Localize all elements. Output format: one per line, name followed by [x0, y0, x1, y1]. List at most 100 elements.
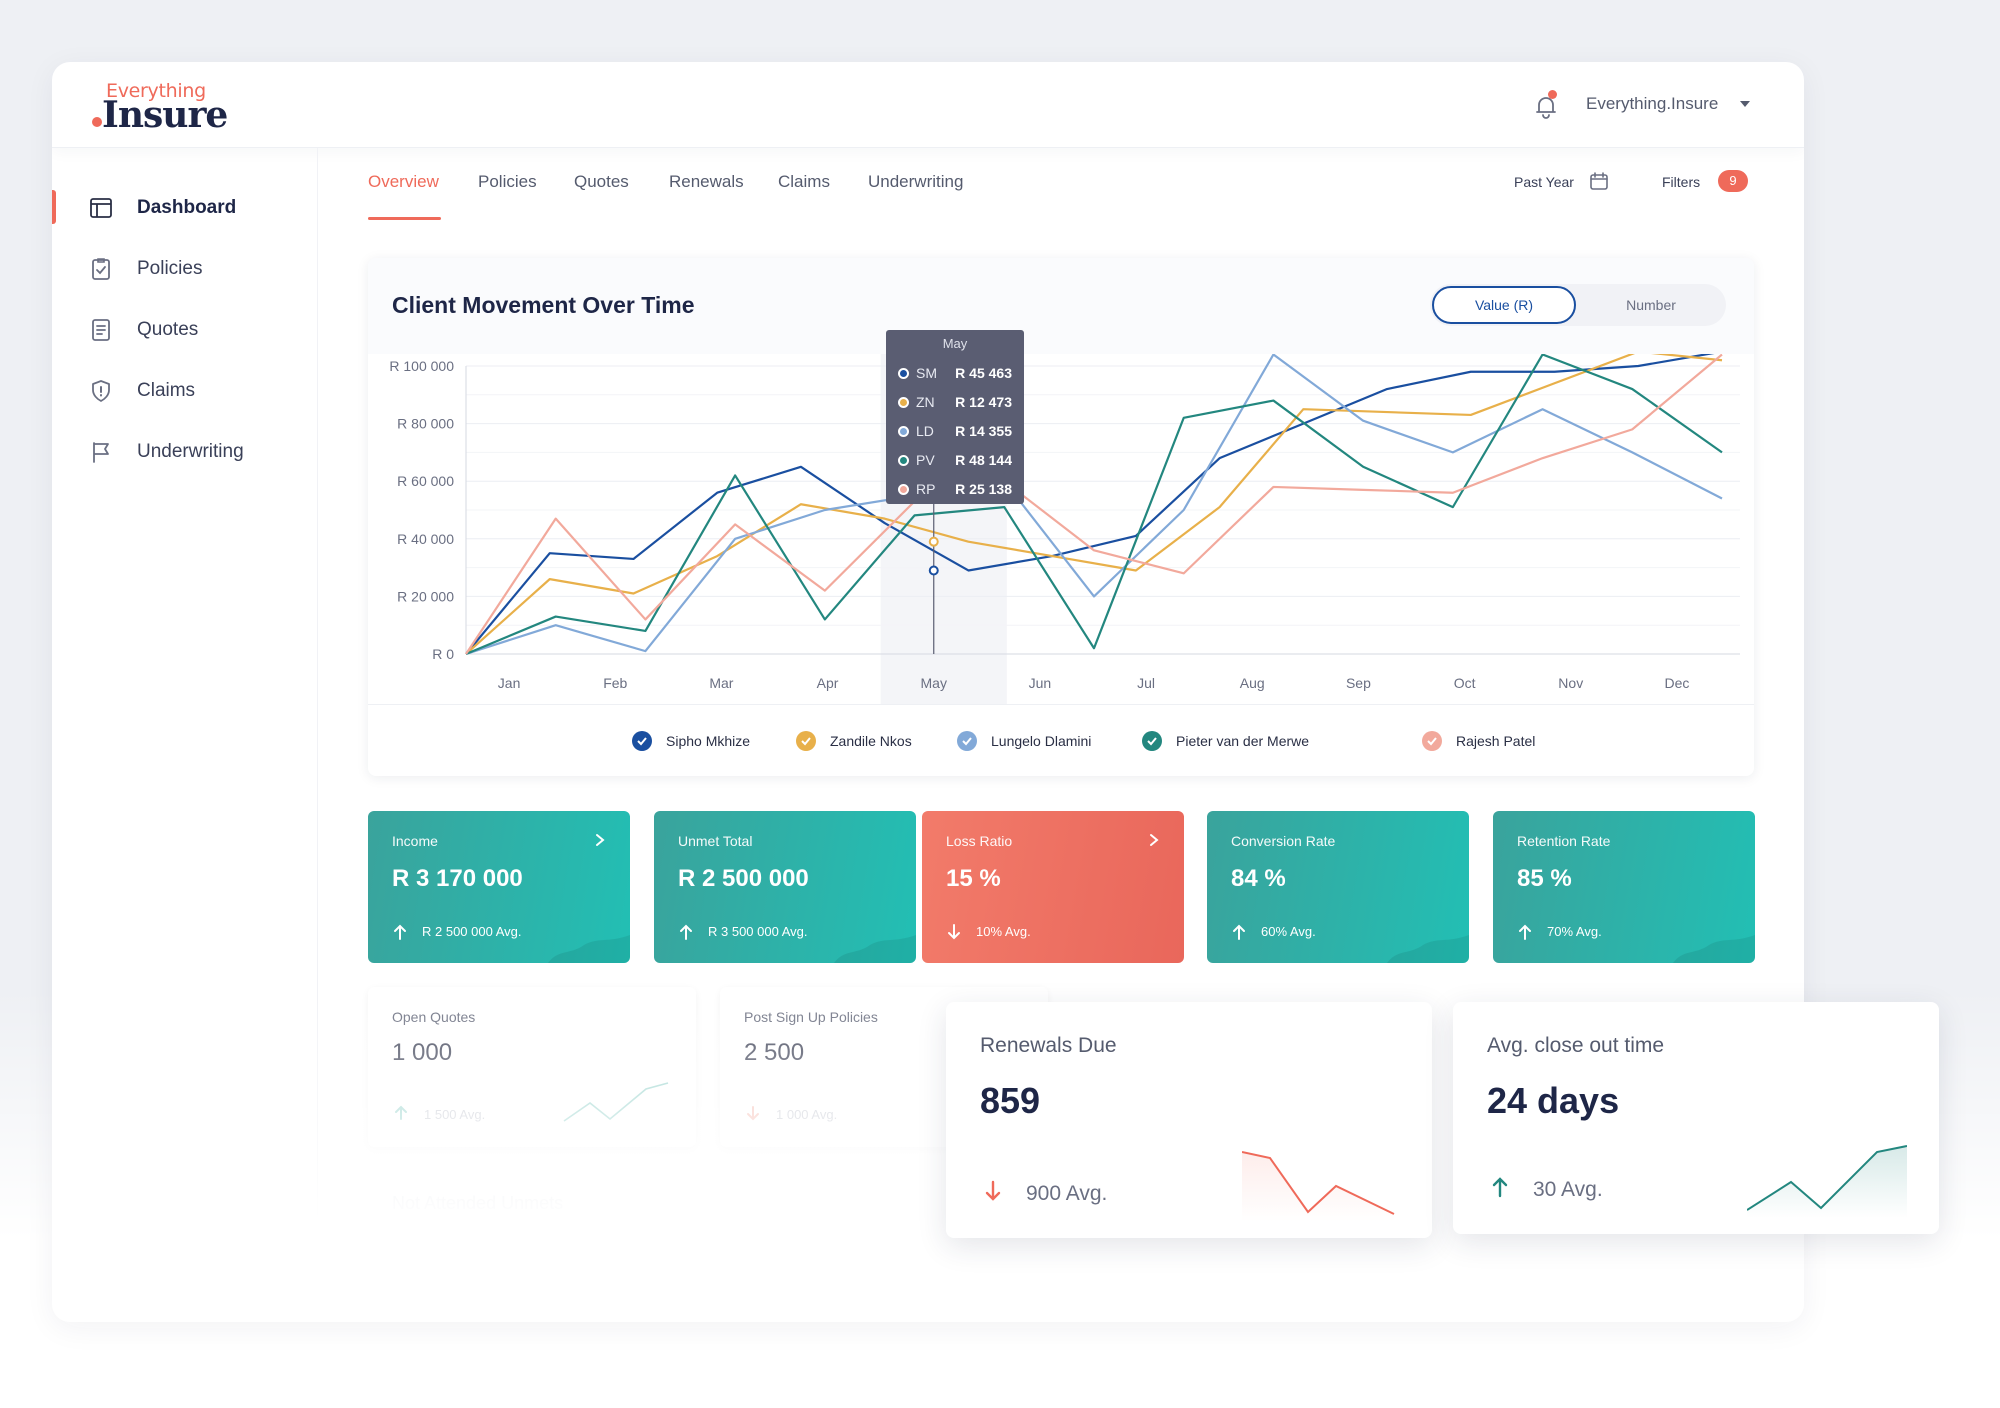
series-dot-icon [898, 455, 909, 466]
arrow-down-icon [747, 1106, 759, 1121]
kpi-average: R 2 500 000 Avg. [422, 924, 522, 939]
series-dot-icon [898, 368, 909, 379]
kpi-card-conversion-rate[interactable]: Conversion Rate 84 % 60% Avg. [1207, 811, 1469, 963]
y-tick-label: R 100 000 [389, 358, 454, 374]
x-tick-label: Feb [603, 675, 627, 691]
document-lines-icon [92, 319, 110, 341]
kpi-card-unmet-total[interactable]: Unmet Total R 2 500 000 R 3 500 000 Avg. [654, 811, 916, 963]
y-tick-label: R 20 000 [397, 588, 454, 604]
chevron-down-icon[interactable] [1740, 101, 1750, 107]
mini-card-value: 2 500 [744, 1039, 805, 1066]
tooltip-value: R 14 355 [955, 423, 1012, 439]
arrow-down-icon [985, 1180, 1001, 1201]
kpi-average: 60% Avg. [1261, 924, 1316, 939]
sidebar-item-quotes[interactable]: Quotes [52, 306, 318, 354]
tooltip-value: R 12 473 [955, 394, 1012, 410]
tooltip-month: May [942, 336, 968, 351]
renewals-due-card[interactable]: Renewals Due 859 900 Avg. [946, 1002, 1432, 1238]
decorative-wave [548, 935, 630, 963]
tab-claims[interactable]: Claims [778, 172, 830, 191]
kpi-value: R 3 170 000 [392, 865, 523, 892]
mini-card-average: 1 500 Avg. [424, 1107, 486, 1122]
arrow-up-icon [395, 1105, 407, 1120]
tab-policies[interactable]: Policies [478, 172, 537, 191]
kpi-card-income[interactable]: Income R 3 170 000 R 2 500 000 Avg. [368, 811, 630, 963]
legend-item-lungelo[interactable]: Lungelo Dlamini [957, 731, 1091, 751]
chevron-right-icon[interactable] [594, 833, 606, 847]
series-dot-icon [898, 397, 909, 408]
y-tick-label: R 40 000 [397, 531, 454, 547]
line-chart[interactable]: R 0 R 20 000 R 40 000 R 60 000 R 80 000 R 100… [368, 354, 1754, 704]
notification-dot [1548, 90, 1557, 99]
brand-logo[interactable]: Everything Insure [92, 80, 232, 136]
kpi-title: Loss Ratio [946, 833, 1013, 849]
account-menu[interactable]: Everything.Insure [1586, 94, 1719, 113]
tooltip-code: RP [916, 481, 936, 497]
series-dot-icon [898, 426, 909, 437]
kpi-average: 70% Avg. [1547, 924, 1602, 939]
arrow-up-icon [394, 924, 406, 940]
legend-item-pieter[interactable]: Pieter van der Merwe [1142, 731, 1309, 751]
legend-label: Rajesh Patel [1456, 733, 1536, 749]
sidebar-item-label: Dashboard [137, 197, 237, 218]
toggle-value-option[interactable]: Value (R) [1432, 286, 1576, 324]
tab-underwriting[interactable]: Underwriting [868, 172, 964, 191]
toggle-number-option[interactable]: Number [1626, 297, 1676, 313]
tab-renewals[interactable]: Renewals [669, 172, 744, 191]
kpi-title: Conversion Rate [1231, 833, 1336, 849]
logo-dot-icon [92, 117, 102, 127]
kpi-title: Income [392, 833, 438, 849]
kpi-card-retention-rate[interactable]: Retention Rate 85 % 70% Avg. [1493, 811, 1755, 963]
card-average: 900 Avg. [1026, 1182, 1108, 1205]
card-value: 24 days [1487, 1080, 1620, 1121]
bell-icon[interactable] [1532, 92, 1560, 120]
x-tick-label: Jan [498, 675, 521, 691]
mini-card-open-quotes[interactable]: Open Quotes 1 000 1 500 Avg. [368, 987, 696, 1147]
arrow-up-icon [1519, 924, 1531, 940]
x-tick-label: Nov [1558, 675, 1583, 691]
tooltip-row: ZN R 12 473 [898, 393, 1012, 413]
hover-point [928, 536, 939, 547]
legend-item-zandile[interactable]: Zandile Nkos [796, 731, 912, 751]
kpi-card-loss-ratio[interactable]: Loss Ratio 15 % 10% Avg. [922, 811, 1184, 963]
x-tick-label: Sep [1346, 675, 1371, 691]
value-number-toggle: Value (R) Number [1430, 284, 1726, 326]
period-selector[interactable]: Past Year [1514, 174, 1574, 190]
card-title: Renewals Due [980, 1034, 1117, 1057]
sparkline [1747, 1145, 1907, 1218]
sidebar-item-label: Claims [137, 380, 196, 401]
sidebar-item-claims[interactable]: Claims [52, 367, 318, 415]
x-tick-label: Aug [1240, 675, 1265, 691]
series-line [465, 354, 1723, 656]
avg-close-out-time-card[interactable]: Avg. close out time 24 days 30 Avg. [1453, 1002, 1939, 1234]
flag-icon [93, 442, 109, 463]
sidebar-item-underwriting[interactable]: Underwriting [52, 428, 318, 476]
legend-label: Lungelo Dlamini [991, 733, 1092, 749]
card-value: 859 [980, 1080, 1041, 1121]
tab-quotes[interactable]: Quotes [574, 172, 629, 191]
tab-overview[interactable]: Overview [368, 172, 439, 191]
sidebar-item-dashboard[interactable]: Dashboard [52, 184, 318, 232]
x-tick-label: Jun [1029, 675, 1052, 691]
logo-small-text: Everything [106, 80, 206, 102]
legend-label: Pieter van der Merwe [1176, 733, 1310, 749]
top-bar: Everything Insure Everything.Insure [52, 62, 1804, 148]
x-tick-label: Jul [1137, 675, 1155, 691]
legend-item-sipho[interactable]: Sipho Mkhize [632, 731, 750, 751]
calendar-icon[interactable] [1589, 171, 1609, 191]
sidebar: Dashboard Policies Quotes Claims [52, 148, 318, 1322]
tooltip-code: SM [916, 365, 937, 381]
mini-card-average: 1 000 Avg. [776, 1107, 838, 1122]
series-line [465, 354, 1723, 655]
decorative-wave [1673, 935, 1755, 963]
tooltip-code: PV [916, 452, 935, 468]
filters-button[interactable]: Filters [1662, 174, 1701, 190]
y-tick-label: R 80 000 [397, 416, 454, 432]
x-tick-label: Dec [1664, 675, 1689, 691]
sidebar-item-policies[interactable]: Policies [52, 245, 318, 293]
chevron-right-icon[interactable] [1148, 833, 1160, 847]
series-dot-icon [898, 484, 909, 495]
kpi-title: Retention Rate [1517, 833, 1611, 849]
legend-label: Zandile Nkos [830, 733, 912, 749]
legend-item-rajesh[interactable]: Rajesh Patel [1422, 731, 1535, 751]
